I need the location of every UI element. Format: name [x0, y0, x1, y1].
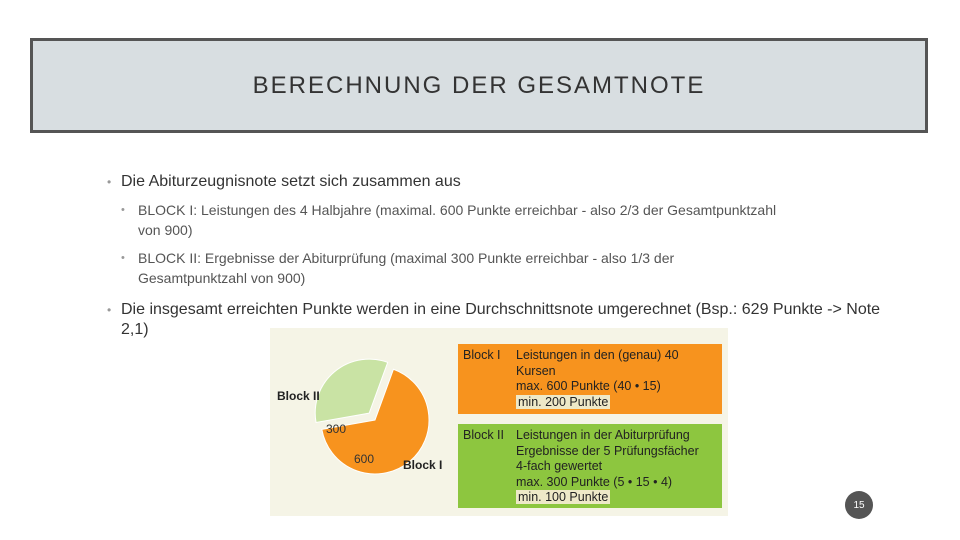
sub-bullet: BLOCK I: Leistungen des 4 Halbjahre (max… — [121, 200, 778, 240]
pie-chart: Block II Block I 300 600 — [277, 358, 442, 475]
title: BERECHNUNG DER GESAMTNOTE — [252, 71, 706, 99]
info-box: Block II Leistungen in der Abiturprüfung… — [458, 424, 722, 508]
bullet: Die insgesamt erreichten Punkte werden i… — [107, 300, 881, 340]
header: BERECHNUNG DER GESAMTNOTE — [30, 38, 928, 133]
box-line: min. 200 Punkte — [516, 394, 716, 411]
pie-label: Block I — [403, 458, 442, 472]
pie-value: 600 — [354, 452, 374, 466]
pie-slice — [321, 368, 430, 475]
box-label: Block I — [463, 348, 501, 362]
box-line: max. 600 Punkte (40 • 15) — [516, 379, 661, 393]
box-line: 4-fach gewertet — [516, 459, 603, 473]
bullet: Die Abiturzeugnisnote setzt sich zusamme… — [107, 172, 881, 192]
pie-value: 300 — [326, 422, 346, 436]
highlight: min. 100 Punkte — [516, 490, 611, 504]
info-box: Block I Leistungen in den (genau) 40 Kur… — [458, 344, 722, 414]
pie-label: Block II — [277, 389, 320, 403]
highlight: min. 200 Punkte — [516, 394, 611, 409]
page-number: 15 — [845, 491, 873, 519]
box-lines: Leistungen in der Abiturprüfung Ergebniss… — [516, 428, 716, 506]
box-line: max. 300 Punkte (5 • 15 • 4) — [516, 474, 673, 489]
box-line: min. 100 Punkte — [516, 490, 716, 506]
box-line: Leistungen in den (genau) 40 Kursen — [516, 348, 679, 378]
box-label: Block II — [463, 428, 504, 442]
box-line: Ergebnisse der 5 Prüfungsfächer — [516, 443, 699, 458]
box-lines: Leistungen in den (genau) 40 Kursen max. … — [516, 348, 716, 410]
pie-slice — [314, 358, 389, 424]
figure: Block II Block I 300 600 Block I Leistungen… — [270, 328, 728, 516]
box-line: Leistungen in der Abiturprüfung — [516, 428, 690, 442]
sub-bullet: BLOCK II: Ergebnisse der Abiturprüfung (… — [121, 248, 778, 288]
